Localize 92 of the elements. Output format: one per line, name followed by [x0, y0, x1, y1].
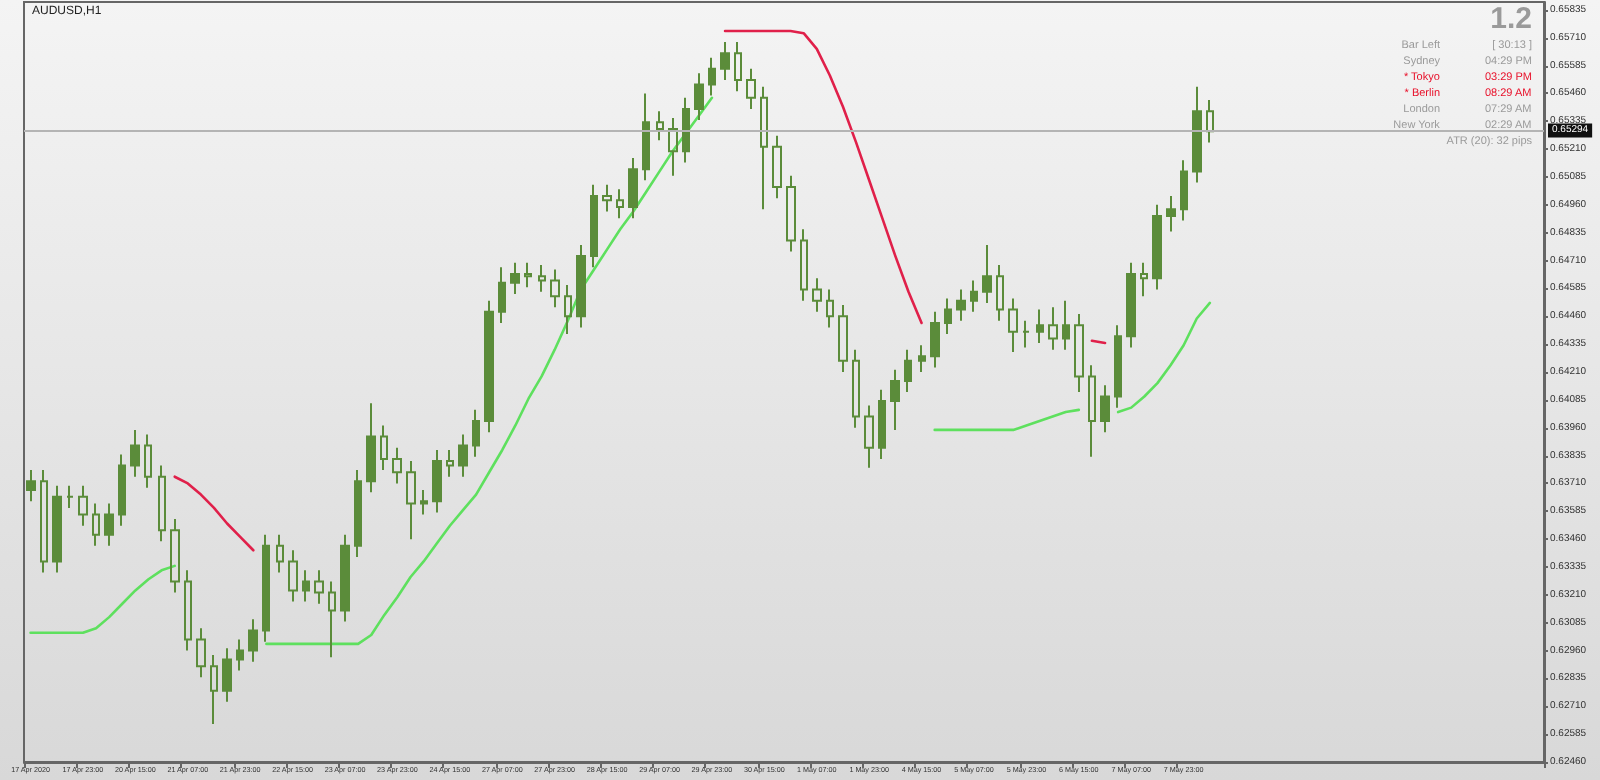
- candlestick: [628, 157, 638, 220]
- candlestick: [288, 549, 298, 603]
- candlestick: [302, 569, 310, 603]
- candlestick: [576, 243, 586, 329]
- candlestick: [1022, 319, 1030, 349]
- candlestick: [1062, 299, 1070, 351]
- candlestick: [406, 460, 416, 541]
- candlestick: [982, 243, 992, 304]
- candlestick: [144, 433, 152, 489]
- candlestick: [366, 402, 376, 494]
- candlestick: [656, 110, 664, 142]
- candlestick: [510, 261, 520, 295]
- candlestick: [668, 116, 678, 177]
- candlestick: [158, 464, 166, 543]
- candlestick: [590, 183, 598, 269]
- candlestick: [498, 266, 506, 324]
- candlestick: [616, 188, 624, 220]
- candlestick: [956, 288, 966, 322]
- candlestick: [944, 297, 952, 336]
- candlestick: [340, 533, 350, 623]
- candlestick: [1180, 159, 1188, 222]
- candlestick: [682, 96, 690, 164]
- candlestick: [1048, 306, 1058, 351]
- candlestick: [1100, 384, 1110, 434]
- candlestick: [66, 484, 74, 509]
- candlestick: [104, 502, 114, 547]
- candlestick: [1206, 99, 1214, 144]
- candlestick: [236, 638, 244, 672]
- candlestick: [550, 268, 560, 309]
- candlestick: [1008, 297, 1018, 353]
- candlestick: [78, 484, 88, 527]
- candlestick: [538, 263, 546, 293]
- candlestick: [130, 428, 140, 478]
- candlestick: [930, 310, 940, 369]
- candlestick: [380, 424, 388, 472]
- candlestick: [92, 502, 100, 547]
- candlestick: [1036, 308, 1044, 344]
- candlestick: [708, 56, 716, 97]
- candlestick: [772, 134, 782, 200]
- candlestick: [564, 284, 572, 336]
- candlestick: [26, 469, 36, 503]
- annotation: 1.2: [1490, 2, 1533, 36]
- candlestick: [890, 368, 900, 431]
- candlestick: [826, 288, 834, 329]
- candlestick: [602, 183, 612, 213]
- candlestick: [864, 404, 874, 469]
- candlestick: [1126, 261, 1136, 349]
- candlestick: [472, 408, 480, 458]
- candlestick: [694, 72, 704, 122]
- candlestick: [196, 627, 206, 679]
- candlestick: [970, 279, 978, 313]
- candlestick: [314, 569, 324, 605]
- candlestick: [118, 453, 126, 527]
- candlestick: [420, 489, 428, 516]
- candlestick: [734, 41, 742, 93]
- candlestick: [800, 228, 808, 302]
- candlestick: [1140, 261, 1148, 298]
- candlestick: [1166, 194, 1176, 233]
- candlestick: [484, 299, 494, 434]
- candlestick: [1114, 324, 1122, 409]
- candlestick: [40, 469, 48, 574]
- candlestick: [262, 533, 270, 643]
- candlestick: [996, 263, 1004, 322]
- candlestick: [248, 618, 258, 663]
- candlestick: [328, 580, 336, 659]
- candlestick: [170, 518, 180, 594]
- candlestick: [52, 484, 62, 574]
- candlestick: [354, 469, 362, 558]
- candlestick: [720, 41, 730, 82]
- candlestick: [432, 448, 442, 514]
- candlestick: [1074, 313, 1084, 394]
- candlestick: [812, 277, 822, 313]
- candlestick: [878, 388, 886, 460]
- candlestick: [918, 344, 926, 373]
- candlestick: [786, 174, 796, 253]
- candlestick: [642, 92, 650, 182]
- candlestick: [222, 647, 232, 703]
- candlestick: [524, 261, 532, 289]
- candlestick: [760, 85, 768, 211]
- candlestick: [746, 67, 756, 110]
- candlestick: [458, 433, 468, 478]
- candlestick: [1152, 203, 1162, 291]
- candlestick: [904, 348, 912, 394]
- candlestick: [276, 533, 284, 574]
- candlestick: [1192, 85, 1202, 184]
- candlestick: [210, 654, 218, 726]
- candlestick: [184, 569, 192, 652]
- candlestick: [446, 448, 454, 478]
- candlestick: [392, 446, 402, 485]
- candlestick: [852, 348, 860, 429]
- candlestick: [838, 304, 848, 373]
- candlestick: [1088, 364, 1096, 458]
